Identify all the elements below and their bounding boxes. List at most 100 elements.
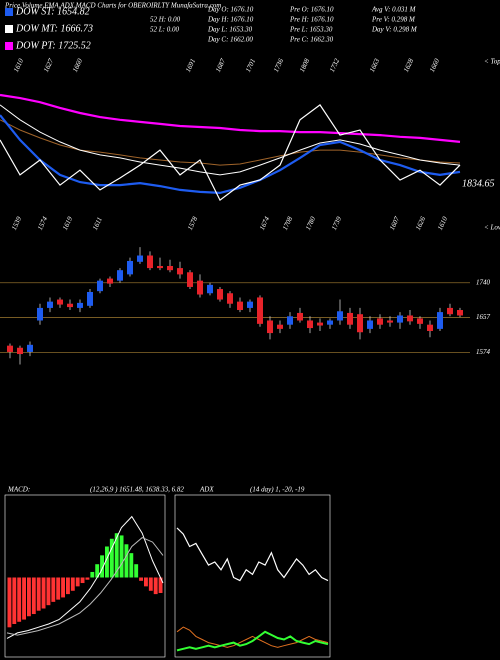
- candle-body: [137, 255, 143, 262]
- info-text: Avg V: 0.031 M: [371, 6, 417, 14]
- macd-subtitle: (12,26,9 ) 1651.48, 1638.33, 6.82: [90, 486, 184, 494]
- info-text: Pre H: 1676.10: [289, 16, 334, 24]
- candle-body: [47, 301, 53, 308]
- level-label: 1657: [476, 313, 491, 321]
- candle-body: [427, 324, 433, 331]
- tops-label: < Tops: [484, 58, 500, 66]
- level-label: 1574: [476, 348, 491, 356]
- candle-body: [67, 303, 73, 308]
- legend-swatch: [5, 42, 13, 50]
- histogram-bar: [134, 564, 139, 578]
- legend-entry: DOW PT: 1725.52: [15, 40, 91, 51]
- series-line: [6, 537, 164, 636]
- candle-body: [457, 310, 463, 316]
- histogram-bar: [75, 577, 80, 587]
- histogram-bar: [31, 577, 36, 615]
- info-text: Pre L: 1653.30: [289, 26, 333, 34]
- candle-body: [167, 265, 173, 271]
- legend-swatch: [5, 8, 13, 16]
- histogram-bar: [41, 577, 46, 609]
- candle-body: [107, 278, 113, 284]
- histogram-bar: [80, 577, 85, 584]
- legend-entry: DOW ST: 1654.82: [15, 6, 90, 17]
- candle-body: [227, 293, 233, 304]
- info-text: Pre O: 1676.10: [289, 6, 334, 14]
- info-text: Day H: 1676.10: [207, 16, 254, 24]
- histogram-bar: [100, 555, 104, 578]
- series-line: [0, 104, 461, 202]
- candle-body: [377, 318, 383, 325]
- adx-title: ADX: [199, 486, 214, 494]
- info-text: Pre C: 1662.30: [289, 36, 334, 44]
- histogram-bar: [105, 546, 109, 578]
- histogram-bar: [119, 535, 124, 578]
- info-text: Day V: 0.298 M: [371, 26, 418, 34]
- series-line: [176, 630, 329, 652]
- histogram-bar: [158, 577, 163, 593]
- histogram-bar: [27, 577, 31, 617]
- histogram-bar: [144, 577, 148, 587]
- candle-body: [277, 324, 283, 329]
- candle-body: [87, 291, 93, 306]
- histogram-bar: [56, 577, 61, 600]
- histogram-bar: [90, 571, 95, 578]
- series-line: [0, 104, 461, 176]
- candle-body: [297, 312, 303, 321]
- candle-body: [417, 318, 423, 324]
- histogram-bar: [36, 577, 41, 611]
- candle-body: [287, 316, 293, 325]
- adx-frame: [174, 494, 331, 658]
- candle-body: [407, 315, 413, 322]
- candle-body: [7, 345, 13, 352]
- last-price: 1834.65: [462, 178, 495, 189]
- histogram-bar: [148, 577, 153, 591]
- histogram-bar: [95, 564, 100, 578]
- histogram-bar: [46, 577, 51, 606]
- histogram-bar: [109, 538, 114, 578]
- candle-body: [327, 320, 333, 325]
- histogram-bar: [114, 533, 119, 578]
- candle-body: [77, 302, 83, 308]
- series-line: [0, 93, 461, 143]
- candle-body: [177, 268, 183, 275]
- candle-body: [337, 311, 343, 321]
- candle-body: [257, 297, 263, 324]
- histogram-bar: [139, 577, 143, 581]
- histogram-bar: [17, 577, 22, 622]
- histogram-bar: [153, 577, 158, 595]
- histogram-bar: [85, 577, 90, 580]
- macd-title: MACD:: [7, 486, 30, 494]
- candle-body: [367, 320, 373, 329]
- series-line: [176, 626, 329, 648]
- candle-body: [97, 280, 103, 292]
- candle-body: [127, 260, 133, 275]
- legend-swatch: [5, 25, 13, 33]
- candle-body: [357, 314, 363, 333]
- info-text: Day C: 1662.00: [207, 36, 253, 44]
- histogram-bar: [51, 577, 56, 602]
- candle-body: [217, 289, 223, 300]
- series-line: [176, 527, 329, 582]
- candle-body: [17, 347, 23, 355]
- candle-body: [147, 255, 153, 269]
- candle-body: [387, 320, 393, 323]
- candle-body: [437, 312, 443, 329]
- info-text: Day O: 1676.10: [207, 6, 254, 14]
- candle-body: [207, 284, 213, 294]
- candle-body: [237, 301, 243, 311]
- macd-frame: [4, 494, 166, 658]
- candle-body: [317, 322, 323, 326]
- candle-body: [197, 280, 203, 295]
- candle-body: [27, 344, 33, 352]
- candle-body: [307, 320, 313, 329]
- chart-title: Price,Volume,EMA,ADX,MACD Charts for OBE…: [4, 2, 221, 10]
- histogram-bar: [22, 577, 26, 620]
- info-text: 52 H: 0.00: [150, 16, 181, 24]
- histogram-bar: [66, 577, 70, 595]
- info-text: 52 L: 0.00: [150, 26, 179, 34]
- candle-body: [447, 307, 453, 315]
- info-text: Day L: 1653.30: [207, 26, 253, 34]
- candle-body: [267, 320, 273, 334]
